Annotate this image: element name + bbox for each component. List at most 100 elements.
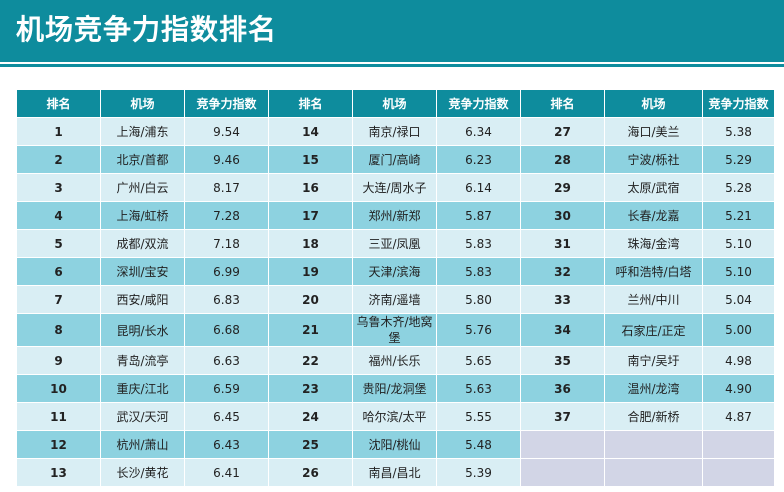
cell-airport: 珠海/金湾 [604, 229, 703, 258]
cell-rank: 14 [268, 117, 353, 146]
cell-score: 5.83 [436, 257, 521, 286]
cell-rank: 2 [16, 145, 101, 174]
table-row: 13 长沙/黄花 6.41 26 南昌/昌北 5.39 [16, 458, 775, 487]
cell-airport: 大连/周水子 [352, 173, 437, 202]
cell-rank: 8 [16, 313, 101, 347]
cell-score: 5.48 [436, 430, 521, 459]
cell-airport: 哈尔滨/太平 [352, 402, 437, 431]
header-score: 竞争力指数 [436, 89, 521, 118]
cell-rank: 7 [16, 285, 101, 314]
cell-rank: 4 [16, 201, 101, 230]
header-rank: 排名 [268, 89, 353, 118]
cell-rank: 37 [520, 402, 605, 431]
cell-score: 5.29 [702, 145, 775, 174]
cell-rank: 18 [268, 229, 353, 258]
cell-airport: 石家庄/正定 [604, 313, 703, 347]
cell-airport: 昆明/长水 [100, 313, 185, 347]
cell-airport: 武汉/天河 [100, 402, 185, 431]
header-rank: 排名 [16, 89, 101, 118]
cell-score: 7.28 [184, 201, 269, 230]
empty-cell [604, 458, 703, 487]
cell-rank: 33 [520, 285, 605, 314]
cell-airport: 西安/咸阳 [100, 285, 185, 314]
cell-airport: 宁波/栎社 [604, 145, 703, 174]
cell-score: 6.99 [184, 257, 269, 286]
table-row: 11 武汉/天河 6.45 24 哈尔滨/太平 5.55 37 合肥/新桥 4.87 [16, 402, 775, 431]
table-row: 1 上海/浦东 9.54 14 南京/禄口 6.34 27 海口/美兰 5.38 [16, 117, 775, 146]
cell-score: 5.10 [702, 257, 775, 286]
cell-airport: 海口/美兰 [604, 117, 703, 146]
empty-cell [520, 458, 605, 487]
cell-score: 6.23 [436, 145, 521, 174]
cell-score: 6.43 [184, 430, 269, 459]
cell-score: 5.28 [702, 173, 775, 202]
cell-score: 5.10 [702, 229, 775, 258]
cell-airport: 青岛/流亭 [100, 346, 185, 375]
cell-rank: 30 [520, 201, 605, 230]
empty-cell [702, 430, 775, 459]
cell-score: 5.65 [436, 346, 521, 375]
table-row: 4 上海/虹桥 7.28 17 郑州/新郑 5.87 30 长春/龙嘉 5.21 [16, 201, 775, 230]
cell-airport: 郑州/新郑 [352, 201, 437, 230]
cell-score: 5.76 [436, 313, 521, 347]
cell-rank: 28 [520, 145, 605, 174]
cell-airport: 福州/长乐 [352, 346, 437, 375]
cell-airport: 兰州/中川 [604, 285, 703, 314]
cell-rank: 35 [520, 346, 605, 375]
cell-rank: 36 [520, 374, 605, 403]
cell-score: 9.46 [184, 145, 269, 174]
cell-airport: 深圳/宝安 [100, 257, 185, 286]
table-row: 8 昆明/长水 6.68 21 乌鲁木齐/地窝堡 5.76 34 石家庄/正定 5.00 [16, 313, 775, 347]
cell-airport: 天津/滨海 [352, 257, 437, 286]
table-row: 5 成都/双流 7.18 18 三亚/凤凰 5.83 31 珠海/金湾 5.10 [16, 229, 775, 258]
table-header-row: 排名 机场 竞争力指数 排名 机场 竞争力指数 排名 机场 竞争力指数 [16, 89, 775, 118]
cell-airport: 温州/龙湾 [604, 374, 703, 403]
cell-airport: 太原/武宿 [604, 173, 703, 202]
cell-score: 8.17 [184, 173, 269, 202]
page-title: 机场竞争力指数排名 [16, 13, 278, 46]
cell-rank: 10 [16, 374, 101, 403]
cell-airport: 上海/虹桥 [100, 201, 185, 230]
cell-score: 4.98 [702, 346, 775, 375]
cell-airport: 杭州/萧山 [100, 430, 185, 459]
cell-score: 6.63 [184, 346, 269, 375]
cell-rank: 6 [16, 257, 101, 286]
cell-score: 5.00 [702, 313, 775, 347]
cell-airport: 济南/遥墙 [352, 285, 437, 314]
header-airport: 机场 [100, 89, 185, 118]
cell-rank: 24 [268, 402, 353, 431]
cell-score: 5.38 [702, 117, 775, 146]
cell-airport: 南宁/吴圩 [604, 346, 703, 375]
cell-score: 6.14 [436, 173, 521, 202]
table-row: 10 重庆/江北 6.59 23 贵阳/龙洞堡 5.63 36 温州/龙湾 4.90 [16, 374, 775, 403]
cell-airport: 重庆/江北 [100, 374, 185, 403]
cell-rank: 15 [268, 145, 353, 174]
cell-rank: 3 [16, 173, 101, 202]
cell-score: 6.34 [436, 117, 521, 146]
cell-score: 5.87 [436, 201, 521, 230]
cell-airport: 上海/浦东 [100, 117, 185, 146]
header-airport: 机场 [604, 89, 703, 118]
cell-score: 5.83 [436, 229, 521, 258]
cell-rank: 12 [16, 430, 101, 459]
cell-rank: 31 [520, 229, 605, 258]
cell-airport: 成都/双流 [100, 229, 185, 258]
cell-score: 4.90 [702, 374, 775, 403]
cell-airport: 南昌/昌北 [352, 458, 437, 487]
cell-airport: 乌鲁木齐/地窝堡 [352, 313, 437, 347]
cell-score: 5.39 [436, 458, 521, 487]
table-row: 7 西安/咸阳 6.83 20 济南/遥墙 5.80 33 兰州/中川 5.04 [16, 285, 775, 314]
empty-cell [604, 430, 703, 459]
cell-score: 5.63 [436, 374, 521, 403]
cell-score: 9.54 [184, 117, 269, 146]
title-divider [0, 64, 784, 67]
header-score: 竞争力指数 [184, 89, 269, 118]
table-row: 3 广州/白云 8.17 16 大连/周水子 6.14 29 太原/武宿 5.28 [16, 173, 775, 202]
cell-rank: 5 [16, 229, 101, 258]
cell-score: 5.55 [436, 402, 521, 431]
cell-score: 7.18 [184, 229, 269, 258]
table-body: 1 上海/浦东 9.54 14 南京/禄口 6.34 27 海口/美兰 5.38 2 北京/首都 9.… [16, 117, 775, 487]
table-row: 2 北京/首都 9.46 15 厦门/高崎 6.23 28 宁波/栎社 5.29 [16, 145, 775, 174]
cell-rank: 32 [520, 257, 605, 286]
cell-score: 5.04 [702, 285, 775, 314]
